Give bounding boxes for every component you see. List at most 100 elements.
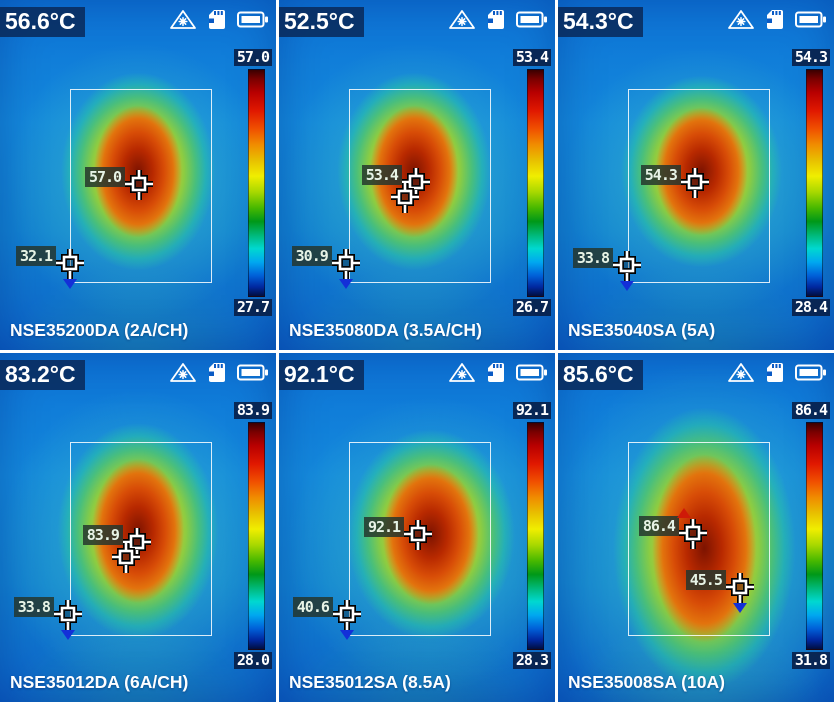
battery-icon [237,11,268,28]
scale-min-label: 26.7 [512,299,551,316]
trend-down-icon [732,602,747,613]
trend-down-icon [620,280,634,291]
sd-card-icon [488,362,504,382]
trend-up-icon [676,507,691,518]
crosshair-icon [125,170,154,201]
hot-temp-label: 83.9 [82,524,123,545]
scale-max-label: 83.9 [233,401,272,419]
crosshair-icon [56,248,85,279]
cold-temp-label: 32.1 [15,245,57,266]
max-temp-value: 83.2°C [5,360,76,387]
color-scale-bar [248,421,265,650]
max-temp-value: 52.5°C [284,8,355,34]
battery-icon [516,11,547,28]
measure-area-rect [349,89,491,284]
product-caption: NSE35200DA (2A/CH) [10,319,189,340]
thermal-image [0,352,276,702]
crosshair-icon [678,518,707,549]
crosshair-icon [404,519,433,550]
trend-down-icon [60,629,75,640]
battery-icon [516,364,547,380]
battery-icon [237,364,268,380]
crosshair-icon [725,572,754,603]
crosshair-icon [680,168,709,199]
color-scale-bar [806,69,823,297]
scale-max-label: 86.4 [791,401,830,419]
hot-temp-label: 57.0 [84,167,126,188]
sd-card-icon [209,10,225,29]
laser-warning-icon [449,10,475,29]
color-scale-bar [527,69,544,297]
scale-min-label: 28.4 [791,299,830,316]
scale-max-label: 53.4 [512,49,551,66]
max-temp-readout: 54.3°C [558,7,643,37]
scale-max-label: 92.1 [512,401,551,419]
measure-area-rect [628,441,770,636]
product-caption: NSE35008SA (10A) [568,672,725,692]
sd-card-icon [209,362,225,382]
cold-temp-label: 33.8 [13,596,54,617]
thermal-panel: 56.6°C [0,0,276,350]
measure-area-rect [70,441,212,636]
laser-warning-icon [170,362,196,382]
scale-max-label: 57.0 [233,49,272,66]
laser-warning-icon [449,362,475,382]
laser-warning-icon [728,362,754,382]
product-caption: NSE35012SA (8.5A) [289,672,451,692]
thermal-panel: 92.1°C [279,352,555,702]
sd-card-icon [767,10,783,29]
max-temp-value: 85.6°C [563,360,634,387]
crosshair-icon [53,599,82,630]
laser-warning-icon [170,10,196,29]
crosshair-icon [390,183,419,214]
cold-temp-label: 33.8 [572,247,613,268]
max-temp-value: 54.3°C [563,8,634,34]
thermal-panel: 54.3°C [558,0,834,350]
laser-warning-icon [728,10,754,29]
max-temp-readout: 83.2°C [0,359,85,390]
trend-down-icon [63,278,78,289]
thermal-panel: 83.2°C [0,352,276,702]
hot-temp-label: 54.3 [640,165,681,186]
product-caption: NSE35012DA (6A/CH) [10,672,189,692]
status-icon-bar [169,362,268,383]
trend-down-icon [338,279,353,290]
max-temp-readout: 56.6°C [0,7,85,37]
cold-temp-label: 45.5 [685,569,726,590]
status-icon-bar [448,362,547,383]
crosshair-icon [331,249,360,280]
crosshair-icon [613,250,641,281]
scale-min-label: 27.7 [233,299,272,316]
crosshair-icon [111,542,140,573]
hot-temp-label: 92.1 [363,516,405,537]
cold-temp-label: 40.6 [292,596,333,617]
measure-area-rect [70,89,212,284]
max-temp-readout: 52.5°C [279,7,364,37]
scale-min-label: 31.8 [791,651,830,669]
max-temp-readout: 92.1°C [279,359,364,390]
trend-down-icon [339,629,354,640]
status-icon-bar [727,362,826,383]
sd-card-icon [488,10,504,29]
status-icon-bar [448,9,547,30]
product-caption: NSE35080DA (3.5A/CH) [289,319,482,340]
color-scale-bar [248,69,265,297]
scale-min-label: 28.3 [512,651,551,669]
color-scale-bar [806,421,823,650]
hot-temp-label: 53.4 [361,165,402,186]
max-temp-readout: 85.6°C [558,359,643,390]
product-caption: NSE35040SA (5A) [568,319,716,340]
thermal-panel: 52.5°C [279,0,555,350]
thermal-panel: 85.6°C [558,352,834,702]
cold-temp-label: 30.9 [291,246,332,267]
max-temp-value: 92.1°C [284,360,355,387]
max-temp-value: 56.6°C [5,8,76,34]
sd-card-icon [767,362,783,382]
battery-icon [795,364,826,380]
color-scale-bar [527,421,544,650]
scale-min-label: 28.0 [233,651,272,669]
scale-max-label: 54.3 [791,49,830,66]
hot-temp-label: 86.4 [638,515,679,536]
crosshair-icon [122,527,151,558]
